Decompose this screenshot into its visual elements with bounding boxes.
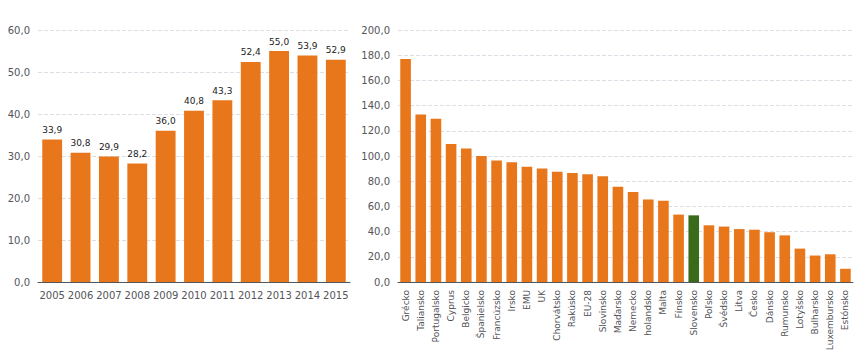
svg-text:holandsko: holandsko	[643, 290, 653, 336]
svg-text:Slovensko: Slovensko	[689, 290, 699, 336]
svg-text:Estónsko: Estónsko	[840, 290, 850, 331]
svg-text:40,0: 40,0	[8, 109, 30, 120]
svg-text:Dánsko: Dánsko	[765, 290, 775, 324]
svg-text:2005: 2005	[39, 290, 64, 301]
svg-text:140,0: 140,0	[361, 100, 390, 111]
svg-text:Luxembursko: Luxembursko	[825, 290, 835, 351]
svg-text:2007: 2007	[96, 290, 121, 301]
svg-text:Taliansko: Taliansko	[416, 290, 426, 332]
svg-text:52,9: 52,9	[326, 45, 346, 55]
svg-text:10,0: 10,0	[8, 235, 30, 246]
svg-text:40,0: 40,0	[368, 226, 390, 237]
svg-text:55,0: 55,0	[269, 37, 289, 47]
svg-text:160,0: 160,0	[361, 75, 390, 86]
svg-text:2011: 2011	[210, 290, 235, 301]
svg-text:2009: 2009	[153, 290, 178, 301]
svg-text:100,0: 100,0	[361, 151, 390, 162]
svg-text:2014: 2014	[295, 290, 320, 301]
svg-text:43,3: 43,3	[212, 86, 232, 96]
svg-text:20,0: 20,0	[8, 193, 30, 204]
svg-text:Bulharsko: Bulharsko	[810, 290, 820, 335]
svg-text:Rakúsko: Rakúsko	[567, 290, 577, 328]
svg-text:Francúzsko: Francúzsko	[492, 290, 502, 340]
svg-text:40,8: 40,8	[184, 96, 204, 106]
svg-text:Belgicko: Belgicko	[461, 290, 471, 328]
svg-text:Poľsko: Poľsko	[704, 290, 714, 320]
svg-text:EMU: EMU	[522, 290, 532, 310]
svg-text:53,9: 53,9	[297, 41, 317, 51]
svg-text:Malta: Malta	[658, 290, 668, 315]
svg-text:52,4: 52,4	[241, 47, 261, 57]
svg-text:30,0: 30,0	[8, 151, 30, 162]
svg-text:2015: 2015	[323, 290, 348, 301]
svg-text:UK: UK	[537, 289, 547, 303]
svg-text:Lotyšsko: Lotyšsko	[795, 290, 805, 329]
svg-text:Maďarsko: Maďarsko	[613, 290, 623, 334]
svg-text:Chorvátsko: Chorvátsko	[552, 290, 562, 341]
svg-text:EU-28: EU-28	[583, 290, 593, 317]
svg-text:180,0: 180,0	[361, 50, 390, 61]
svg-text:2006: 2006	[68, 290, 93, 301]
svg-text:2012: 2012	[238, 290, 263, 301]
svg-text:80,0: 80,0	[368, 176, 390, 187]
svg-text:Rumunsko: Rumunsko	[780, 290, 790, 337]
svg-text:Nemecko: Nemecko	[628, 290, 638, 332]
svg-text:30,8: 30,8	[71, 138, 91, 148]
svg-text:Litva: Litva	[734, 290, 744, 312]
svg-text:Portugalsko: Portugalsko	[431, 290, 441, 343]
svg-text:60,0: 60,0	[368, 201, 390, 212]
svg-text:200,0: 200,0	[361, 25, 390, 36]
svg-text:20,0: 20,0	[368, 251, 390, 262]
svg-text:Česko: Česko	[748, 290, 759, 317]
svg-text:2013: 2013	[266, 290, 291, 301]
svg-text:50,0: 50,0	[8, 67, 30, 78]
svg-text:Fínsko: Fínsko	[674, 290, 684, 319]
svg-text:Grécko: Grécko	[401, 290, 411, 322]
svg-text:Španielsko: Španielsko	[475, 290, 486, 339]
svg-text:29,9: 29,9	[99, 142, 119, 152]
svg-text:60,0: 60,0	[8, 25, 30, 36]
svg-text:33,9: 33,9	[42, 125, 62, 135]
svg-text:Švédsko: Švédsko	[718, 290, 729, 328]
svg-text:120,0: 120,0	[361, 125, 390, 136]
svg-text:36,0: 36,0	[156, 116, 176, 126]
svg-text:2010: 2010	[181, 290, 206, 301]
svg-text:0,0: 0,0	[14, 277, 30, 288]
svg-text:2008: 2008	[125, 290, 150, 301]
svg-text:28,2: 28,2	[127, 149, 147, 159]
svg-text:Cyprus: Cyprus	[446, 290, 456, 322]
svg-text:0,0: 0,0	[374, 277, 390, 288]
svg-text:Slovinsko: Slovinsko	[598, 290, 608, 333]
svg-text:Irsko: Irsko	[507, 290, 517, 312]
